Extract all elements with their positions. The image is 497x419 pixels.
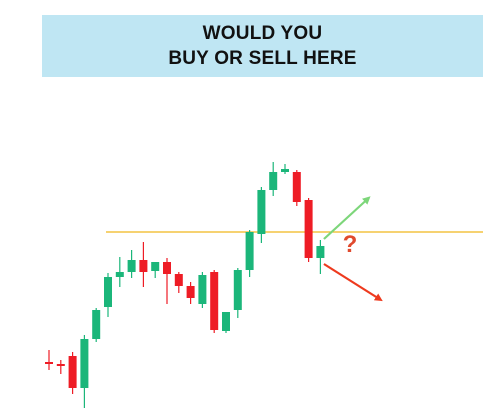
bearish-candle-body bbox=[163, 262, 171, 274]
bearish-candle-body bbox=[174, 274, 183, 286]
question-mark-label: ? bbox=[343, 231, 358, 258]
candle-8 bbox=[139, 242, 148, 287]
title-line-2: BUY OR SELL HERE bbox=[168, 48, 357, 69]
bearish-candle-body bbox=[210, 272, 219, 330]
bullish-candle-body bbox=[269, 172, 278, 190]
candle-5 bbox=[104, 273, 112, 317]
candle-3 bbox=[80, 335, 89, 408]
candle-11 bbox=[174, 272, 183, 293]
candle-2 bbox=[68, 352, 77, 394]
bullish-candle-body bbox=[115, 272, 124, 277]
bullish-candle-body bbox=[127, 260, 136, 272]
candle-10 bbox=[163, 258, 171, 304]
bullish-candle-body bbox=[198, 275, 207, 304]
candle-14 bbox=[210, 270, 219, 333]
candle-21 bbox=[292, 170, 301, 206]
bearish-candle-body bbox=[304, 200, 313, 258]
candle-9 bbox=[151, 262, 160, 278]
candle-20 bbox=[281, 164, 289, 174]
bearish-candle-body bbox=[45, 362, 53, 364]
bearish-candle-body bbox=[186, 286, 195, 298]
candle-23 bbox=[316, 240, 325, 274]
candle-7 bbox=[127, 250, 136, 278]
bullish-candle-body bbox=[151, 262, 160, 271]
candle-12 bbox=[186, 282, 195, 304]
bullish-candle-body bbox=[257, 190, 266, 234]
candle-4 bbox=[92, 308, 101, 342]
title-banner: WOULD YOU BUY OR SELL HERE bbox=[42, 15, 483, 77]
candle-19 bbox=[269, 162, 278, 196]
up-arrow bbox=[323, 196, 371, 240]
candle-18 bbox=[257, 187, 266, 243]
candle-0 bbox=[45, 350, 53, 370]
bullish-candle-body bbox=[104, 277, 112, 307]
bearish-candle-body bbox=[56, 364, 65, 366]
bullish-candle-body bbox=[245, 232, 254, 270]
bullish-candle-body bbox=[281, 169, 289, 172]
bearish-candle-body bbox=[68, 356, 77, 388]
down-arrow bbox=[323, 263, 383, 302]
candle-13 bbox=[198, 272, 207, 308]
bullish-candle-body bbox=[222, 312, 230, 331]
candle-16 bbox=[233, 268, 242, 318]
title-line-1: WOULD YOU bbox=[202, 23, 323, 44]
bullish-candle-body bbox=[233, 270, 242, 310]
bullish-candle-body bbox=[92, 310, 101, 339]
candle-6 bbox=[115, 257, 124, 287]
bullish-candle-body bbox=[80, 339, 89, 388]
bearish-candle-body bbox=[139, 260, 148, 272]
candle-17 bbox=[245, 230, 254, 277]
candle-22 bbox=[304, 198, 313, 262]
candle-1 bbox=[56, 360, 65, 374]
bearish-candle-body bbox=[292, 172, 301, 202]
bullish-candle-body bbox=[316, 246, 325, 258]
candle-15 bbox=[222, 312, 230, 333]
